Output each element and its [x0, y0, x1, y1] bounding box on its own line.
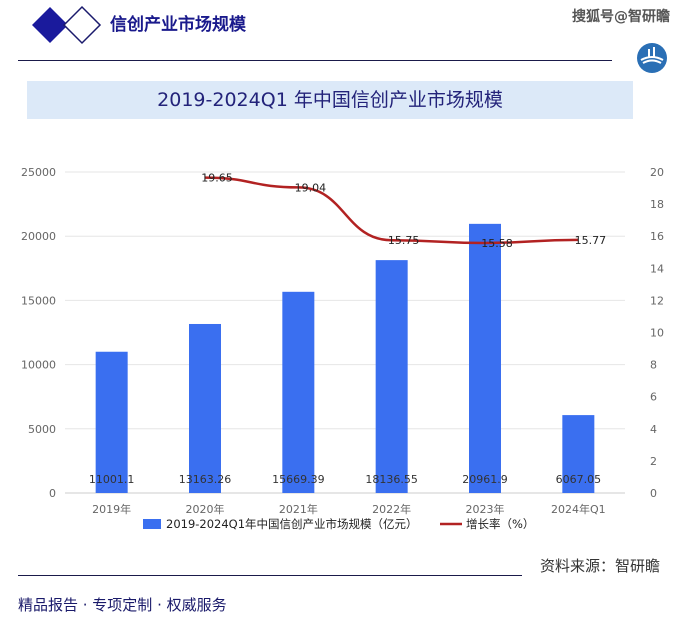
- bar: [562, 415, 595, 493]
- bar-data-label: 20961.9: [462, 473, 508, 486]
- bar-data-label: 18136.55: [365, 473, 418, 486]
- y-right-tick-label: 18: [650, 198, 664, 211]
- y-right-tick-label: 10: [650, 327, 664, 340]
- line-data-label: 15.58: [481, 237, 513, 250]
- legend-bar-label: 2019-2024Q1年中国信创产业市场规模（亿元）: [166, 517, 418, 531]
- y-right-tick-label: 2: [650, 455, 657, 468]
- bar: [95, 351, 128, 493]
- bar-data-label: 6067.05: [556, 473, 602, 486]
- bar: [282, 291, 315, 493]
- y-right-tick-label: 16: [650, 230, 664, 243]
- legend-bar-swatch: [143, 519, 161, 529]
- line-data-label: 19.04: [295, 181, 327, 194]
- bar-data-label: 15669.39: [272, 473, 325, 486]
- x-tick-label: 2024年Q1: [551, 502, 606, 516]
- x-tick-label: 2019年: [92, 502, 131, 516]
- line-data-label: 15.77: [575, 234, 607, 247]
- x-tick-label: 2023年: [466, 502, 505, 516]
- y-right-tick-label: 6: [650, 391, 657, 404]
- bar-data-label: 11001.1: [89, 473, 135, 486]
- footer-text: 精品报告 · 专项定制 · 权威服务: [18, 596, 227, 614]
- y-left-tick-label: 0: [49, 487, 56, 500]
- y-left-tick-label: 15000: [21, 294, 56, 307]
- line-data-label: 19.65: [201, 172, 233, 185]
- y-right-tick-label: 4: [650, 423, 657, 436]
- watermark: 搜狐号@智研瞻: [572, 9, 670, 25]
- bar-data-label: 13163.26: [179, 473, 232, 486]
- y-left-tick-label: 25000: [21, 166, 56, 179]
- y-right-tick-label: 12: [650, 294, 664, 307]
- company-logo-icon: [637, 43, 667, 73]
- y-right-tick-label: 0: [650, 487, 657, 500]
- x-tick-label: 2021年: [279, 502, 318, 516]
- y-left-tick-label: 5000: [28, 423, 56, 436]
- y-right-tick-label: 8: [650, 359, 657, 372]
- divider: [18, 575, 522, 576]
- y-left-tick-label: 20000: [21, 230, 56, 243]
- y-right-tick-label: 20: [650, 166, 664, 179]
- divider: [18, 60, 612, 61]
- title-banner: 2019-2024Q1 年中国信创产业市场规模: [27, 81, 633, 119]
- bar: [189, 323, 221, 493]
- chart: 0 5000 10000 15000 20000 25000 0 2 4 6 8 10 12 14 16 18…: [21, 166, 664, 531]
- bar: [375, 260, 408, 493]
- chart-title: 2019-2024Q1 年中国信创产业市场规模: [157, 89, 503, 111]
- y-right-tick-label: 14: [650, 262, 664, 275]
- line-data-label: 15.75: [388, 234, 420, 247]
- source-note: 资料来源：智研瞻: [540, 557, 661, 575]
- x-tick-label: 2022年: [372, 502, 411, 516]
- x-tick-label: 2020年: [186, 502, 225, 516]
- logo-diamonds-icon: [32, 5, 102, 45]
- y-left-tick-label: 10000: [21, 359, 56, 372]
- legend-line-label: 增长率（%）: [466, 517, 534, 531]
- bar: [469, 223, 501, 493]
- brand-title: 信创产业市场规模: [110, 15, 246, 35]
- growth-rate-line: [204, 176, 579, 245]
